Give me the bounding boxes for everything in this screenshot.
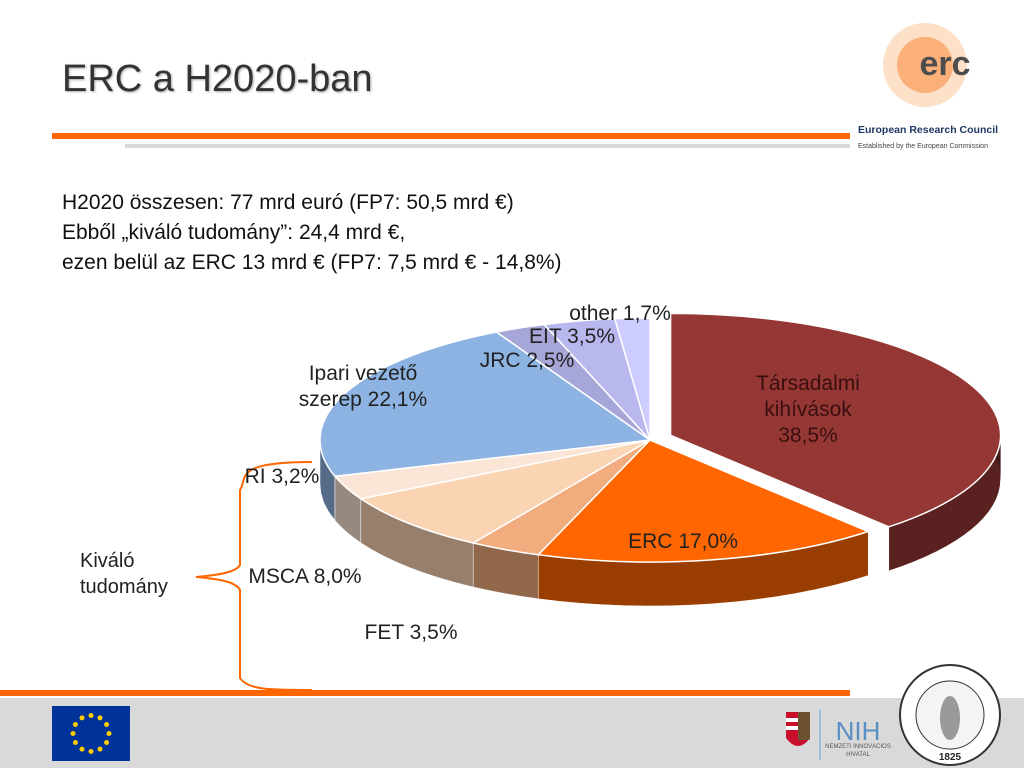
title-rule bbox=[52, 133, 850, 139]
hu-coat bbox=[786, 712, 810, 746]
slice-name: FET bbox=[364, 621, 404, 644]
slice-value: 3,5% bbox=[567, 325, 616, 348]
coat-stripe bbox=[786, 726, 798, 730]
slice-name: RI bbox=[244, 465, 266, 488]
mta-seal: 1825 bbox=[899, 664, 1001, 766]
erc-dots bbox=[897, 37, 953, 93]
bullet-line: ezen belül az ERC 13 mrd € (FP7: 7,5 mrd… bbox=[62, 251, 562, 274]
slice-value: 17,0% bbox=[678, 530, 738, 553]
slice bbox=[358, 439, 651, 544]
eu-star bbox=[72, 722, 78, 727]
pie bbox=[319, 312, 1002, 607]
eu-star bbox=[104, 740, 110, 745]
slice-label: RI 3,2% bbox=[245, 464, 320, 490]
slice-value: 8,0% bbox=[313, 565, 362, 588]
eu-star bbox=[97, 715, 103, 721]
slice bbox=[669, 312, 1002, 528]
slice-label: JRC 2,5% bbox=[480, 348, 575, 374]
bullet-line: Ebből „kiváló tudomány”: 24,4 mrd €, bbox=[62, 221, 406, 244]
eu-flag bbox=[52, 706, 130, 761]
slice-name: MSCA bbox=[248, 565, 308, 588]
slice bbox=[319, 331, 653, 478]
slice-value: 38,5% bbox=[778, 424, 838, 447]
nih-logo: NIH NEMZETI INNOVÁCIÓS HIVATAL bbox=[819, 710, 891, 760]
bullet: H2020 összesen: 77 mrd euró (FP7: 50,5 m… bbox=[62, 188, 562, 218]
slice-label: MSCA 8,0% bbox=[248, 564, 361, 590]
eu-star bbox=[79, 746, 85, 752]
slice-name: Társadalmi kihívások bbox=[756, 372, 860, 421]
bracket bbox=[195, 461, 313, 691]
eu-star bbox=[70, 731, 76, 736]
bullet: Ebből „kiváló tudomány”: 24,4 mrd €, ezen… bbox=[62, 218, 562, 278]
footer-band bbox=[0, 698, 1024, 768]
title-rule-shadow bbox=[125, 144, 850, 148]
slide-title: ERC a H2020-ban bbox=[62, 58, 373, 100]
slice-label: ERC 17,0% bbox=[628, 529, 738, 555]
eu-star bbox=[106, 731, 112, 736]
slice-name: Ipari vezető szerep bbox=[298, 362, 418, 411]
slice-label: FET 3,5% bbox=[364, 620, 457, 646]
coat-field bbox=[798, 712, 810, 740]
erc-tagline: Established by the European Commission bbox=[858, 143, 988, 150]
eu-star bbox=[88, 749, 94, 754]
erc-name: European Research Council bbox=[858, 124, 998, 136]
erc-logo: erc European Research Council Establishe… bbox=[858, 23, 998, 150]
eu-star bbox=[97, 746, 103, 752]
nih-name: NEMZETI INNOVÁCIÓS HIVATAL bbox=[825, 744, 891, 758]
slice-value: 22,1% bbox=[367, 388, 428, 411]
slice-value: 3,2% bbox=[271, 465, 320, 488]
bullet-line: H2020 összesen: 77 mrd euró (FP7: 50,5 m… bbox=[62, 191, 514, 214]
mta-year: 1825 bbox=[939, 752, 962, 763]
slice-label: other 1,7% bbox=[569, 301, 671, 327]
seal-figure bbox=[940, 696, 960, 740]
slice-name: JRC bbox=[479, 349, 521, 372]
slice-name: other bbox=[569, 302, 618, 325]
slice-label: Ipari vezető szerep 22,1% bbox=[293, 361, 433, 413]
slice-label: Társadalmi kihívások 38,5% bbox=[733, 371, 883, 449]
slice-value: 3,5% bbox=[409, 621, 458, 644]
eu-star bbox=[88, 713, 94, 718]
slice-label: EIT 3,5% bbox=[529, 324, 615, 350]
slice-value: 1,7% bbox=[622, 302, 671, 325]
coat-stripe bbox=[786, 718, 798, 722]
nih-name-box: NEMZETI INNOVÁCIÓS HIVATAL bbox=[825, 744, 891, 758]
eu-star bbox=[79, 715, 85, 721]
slice-name: ERC bbox=[628, 530, 673, 553]
slice bbox=[613, 317, 651, 441]
nih-mark: NIH bbox=[836, 716, 881, 746]
bracket-label: Kiváló tudomány bbox=[80, 550, 168, 598]
erc-mark: erc bbox=[919, 45, 970, 83]
eu-star bbox=[104, 722, 110, 727]
slice-value: 2,5% bbox=[526, 349, 575, 372]
bullet-list: H2020 összesen: 77 mrd euró (FP7: 50,5 m… bbox=[62, 188, 562, 278]
eu-star bbox=[72, 740, 78, 745]
footer-rule bbox=[0, 690, 850, 696]
slice-name: EIT bbox=[528, 325, 562, 348]
